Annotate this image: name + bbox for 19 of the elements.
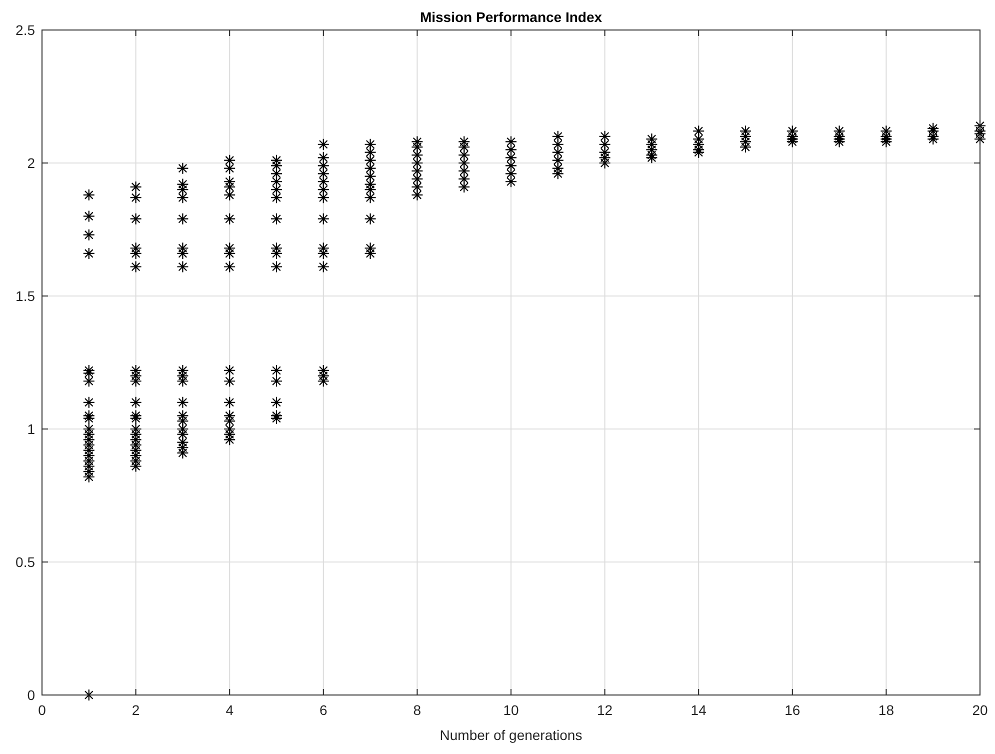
y-tick-label: 2.5 xyxy=(16,22,36,38)
x-tick-label: 0 xyxy=(38,702,46,718)
x-tick-label: 14 xyxy=(690,702,707,718)
x-tick-label: 4 xyxy=(226,702,234,718)
x-tick-label: 16 xyxy=(784,702,800,718)
x-axis-title: Number of generations xyxy=(440,727,582,743)
y-tick-label: 1 xyxy=(27,420,36,437)
y-tick-label: 2 xyxy=(27,154,36,171)
y-tick-label: 1.5 xyxy=(16,288,36,304)
y-tick-label: 0.5 xyxy=(16,554,36,570)
x-tick-label: 20 xyxy=(972,702,988,718)
x-tick-label: 18 xyxy=(878,702,894,718)
x-tick-label: 12 xyxy=(597,702,613,718)
x-tick-label: 10 xyxy=(503,702,519,718)
x-tick-label: 6 xyxy=(320,702,328,718)
x-tick-label: 8 xyxy=(413,702,422,718)
x-tick-label: 2 xyxy=(132,702,140,718)
chart-title: Mission Performance Index xyxy=(420,9,602,25)
y-tick-label: 0 xyxy=(27,686,36,703)
